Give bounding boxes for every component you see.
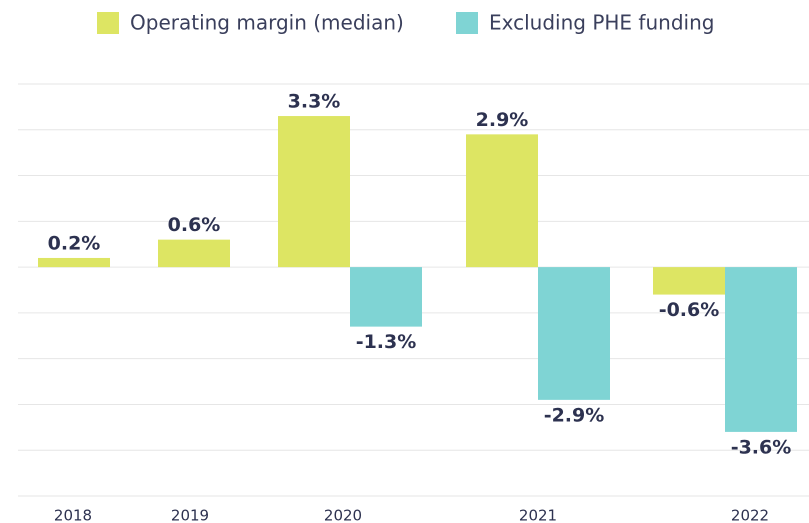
value-label: 0.6% (168, 214, 221, 236)
bar (725, 267, 797, 432)
value-label: -1.3% (356, 331, 417, 353)
legend-swatch (97, 12, 119, 34)
value-label: -2.9% (544, 404, 605, 426)
value-label: -3.6% (731, 436, 792, 458)
value-label: -0.6% (659, 299, 720, 321)
x-tick-label: 2022 (731, 507, 769, 523)
value-label: 2.9% (476, 109, 529, 131)
bar (38, 257, 110, 268)
value-label: 3.3% (288, 91, 341, 113)
x-tick-label: 2019 (171, 507, 209, 523)
legend-swatch (456, 12, 478, 34)
bar (158, 239, 230, 268)
bar (466, 134, 538, 268)
legend-label: Operating margin (median) (130, 11, 404, 35)
bar (278, 116, 350, 268)
bar (350, 267, 422, 327)
x-tick-label: 2018 (54, 507, 92, 523)
legend-label: Excluding PHE funding (489, 11, 714, 35)
value-label: 0.2% (48, 232, 101, 254)
x-tick-label: 2020 (324, 507, 362, 523)
bar (538, 267, 610, 400)
x-tick-label: 2021 (519, 507, 557, 523)
bar (653, 267, 725, 295)
